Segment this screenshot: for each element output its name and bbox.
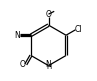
Text: N: N [45, 60, 51, 69]
Text: O: O [20, 60, 26, 69]
Text: N: N [15, 31, 20, 40]
Text: H: H [47, 64, 52, 70]
Text: O: O [46, 10, 51, 19]
Text: Cl: Cl [75, 25, 82, 34]
